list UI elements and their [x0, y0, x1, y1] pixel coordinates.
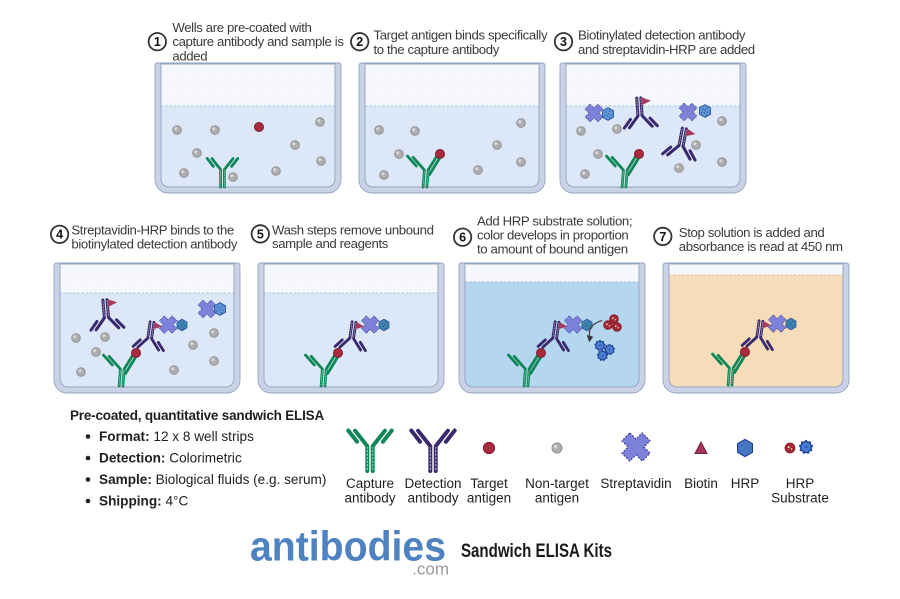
svg-text:Sample: Biological fluids (e.g: Sample: Biological fluids (e.g. serum)	[99, 472, 326, 487]
svg-text:3: 3	[560, 35, 567, 49]
svg-text:added: added	[172, 49, 207, 64]
svg-text:Shipping: 4°C: Shipping: 4°C	[99, 494, 188, 509]
svg-text:6: 6	[459, 231, 466, 245]
svg-text:antibody: antibody	[407, 491, 458, 506]
svg-text:biotinylated detection antibod: biotinylated detection antibody	[71, 236, 237, 251]
svg-text:Biotinylated detection antibod: Biotinylated detection antibody	[578, 28, 746, 43]
svg-text:5: 5	[257, 227, 264, 241]
svg-text:4: 4	[56, 228, 63, 242]
svg-text:Target antigen binds specifica: Target antigen binds specifically	[374, 28, 548, 43]
svg-text:1: 1	[154, 35, 161, 49]
svg-text:Format: 12 x 8 well strips: Format: 12 x 8 well strips	[99, 429, 254, 444]
svg-text:antibodies: antibodies	[250, 523, 446, 570]
svg-text:color develops in proportion: color develops in proportion	[477, 228, 628, 243]
svg-text:HRP: HRP	[731, 476, 760, 491]
svg-text:Detection: Colorimetric: Detection: Colorimetric	[99, 451, 242, 466]
svg-text:Wash steps remove unbound: Wash steps remove unbound	[272, 222, 434, 237]
svg-text:Add HRP substrate solution;: Add HRP substrate solution;	[477, 214, 632, 229]
svg-text:Streptavidin-HRP binds to the: Streptavidin-HRP binds to the	[71, 223, 234, 238]
svg-text:sample and reagents: sample and reagents	[272, 236, 389, 251]
svg-text:Substrate: Substrate	[771, 491, 829, 506]
svg-text:Streptavidin: Streptavidin	[600, 476, 671, 491]
svg-text:antigen: antigen	[535, 491, 579, 506]
svg-text:and streptavidin-HRP are added: and streptavidin-HRP are added	[578, 42, 755, 57]
svg-text:absorbance is read at 450 nm: absorbance is read at 450 nm	[679, 239, 843, 254]
svg-text:.com: .com	[412, 560, 449, 579]
svg-text:Capture: Capture	[346, 476, 394, 491]
svg-text:Stop solution is added and: Stop solution is added and	[679, 225, 825, 240]
svg-text:capture antibody and sample is: capture antibody and sample is	[172, 34, 344, 49]
svg-text:Non-target: Non-target	[525, 476, 589, 491]
svg-text:Pre-coated, quantitative sandw: Pre-coated, quantitative sandwich ELISA	[70, 408, 324, 423]
svg-text:to the capture antibody: to the capture antibody	[374, 42, 500, 57]
svg-text:antibody: antibody	[344, 491, 395, 506]
svg-text:Biotin: Biotin	[684, 476, 718, 491]
svg-text:2: 2	[356, 35, 363, 49]
svg-text:Sandwich ELISA Kits: Sandwich ELISA Kits	[461, 541, 612, 562]
svg-text:antigen: antigen	[467, 491, 511, 506]
svg-text:7: 7	[659, 230, 666, 244]
svg-text:Target: Target	[470, 476, 508, 491]
svg-text:to amount of bound antigen: to amount of bound antigen	[477, 241, 628, 256]
svg-text:Detection: Detection	[404, 476, 461, 491]
svg-text:Wells are pre-coated with: Wells are pre-coated with	[172, 20, 311, 35]
svg-text:HRP: HRP	[786, 476, 815, 491]
